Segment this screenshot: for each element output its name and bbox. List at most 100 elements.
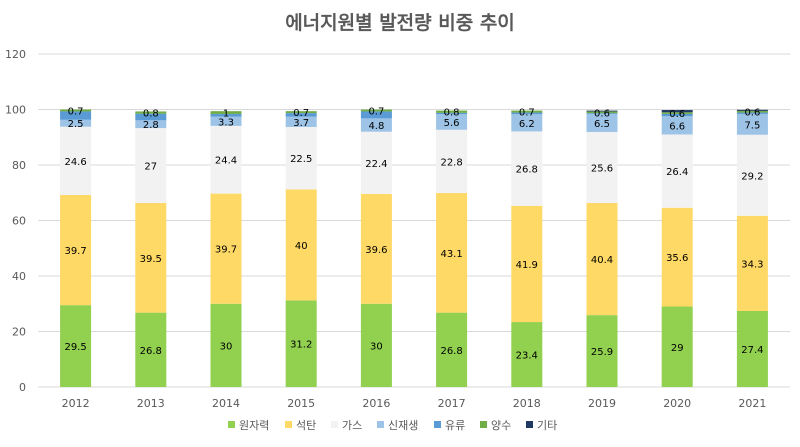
legend: 원자력 석탄 가스 신재생 유류 양수 기타 (228, 419, 557, 432)
bar-segment (210, 113, 242, 117)
bar-segment (60, 119, 92, 127)
legend-swatch (434, 421, 441, 428)
legend-label: 신재생 (388, 419, 418, 432)
data-label: 40 (295, 241, 308, 252)
bar-segment (436, 114, 468, 130)
bar-segment (511, 131, 543, 206)
data-label: 25.9 (591, 347, 613, 358)
legend-label: 기타 (537, 419, 557, 432)
data-label: 2.5 (68, 119, 84, 130)
bar-segment (360, 118, 392, 132)
bar-segment (60, 126, 92, 195)
bar-segment (736, 109, 768, 111)
bar-segment (135, 111, 167, 114)
data-label: 31.2 (290, 340, 312, 351)
bar-segment (736, 310, 768, 387)
bar-segment (436, 312, 468, 387)
bar-segment (60, 109, 92, 112)
data-label: 30 (370, 341, 383, 352)
bar-segment (135, 128, 167, 204)
x-tick-label: 2012 (62, 397, 90, 410)
data-label: 30 (220, 341, 233, 352)
x-tick-label: 2016 (362, 397, 390, 410)
bar-segment (661, 113, 693, 117)
y-tick-label: 80 (12, 159, 26, 172)
data-label: 29.5 (64, 342, 86, 353)
data-label: 6.5 (594, 119, 610, 130)
legend-swatch (331, 421, 338, 428)
bar-segment (436, 129, 468, 194)
bar-segment (360, 303, 392, 387)
data-label: 22.8 (440, 157, 462, 168)
y-tick-label: 120 (5, 48, 26, 61)
data-label: 5.6 (444, 118, 460, 129)
bar-segment (661, 112, 693, 114)
legend-swatch (285, 421, 292, 428)
bar-segment (135, 203, 167, 313)
data-label: 26.8 (440, 346, 462, 357)
data-label: 1 (223, 109, 229, 120)
x-tick-label: 2013 (137, 397, 165, 410)
legend-swatch (480, 421, 487, 428)
bar-segment (586, 203, 618, 316)
bar-segment (360, 111, 392, 119)
bar-segment (586, 113, 618, 132)
data-label: 27 (144, 162, 157, 173)
bar-segment (285, 111, 317, 114)
legend-label: 가스 (342, 419, 362, 432)
bar-segment (586, 113, 618, 114)
bar-layer (60, 109, 768, 387)
data-label: 39.5 (140, 254, 162, 265)
legend-label: 양수 (491, 419, 511, 432)
bar-segment (586, 131, 618, 204)
bar-segment (360, 193, 392, 304)
bar-segment (285, 113, 317, 117)
data-label: 3.3 (218, 117, 234, 128)
data-label: 0.6 (744, 108, 760, 119)
data-label: 26.4 (666, 167, 688, 178)
bar-segment (436, 112, 468, 115)
legend-label: 원자력 (239, 419, 269, 432)
data-label: 24.4 (215, 156, 237, 167)
data-label: 22.5 (290, 154, 312, 165)
data-label: 0.8 (143, 109, 159, 120)
bar-segment (511, 322, 543, 387)
chart-title: 에너지원별 발전량 비중 추이 (285, 12, 515, 34)
bar-segment (60, 194, 92, 306)
bar-segment (135, 312, 167, 387)
data-label: 39.6 (365, 245, 387, 256)
bar-segment (736, 134, 768, 216)
data-label: 24.6 (64, 157, 86, 168)
data-label: 41.9 (516, 260, 538, 271)
bar-segment (661, 134, 693, 208)
bar-segment (661, 306, 693, 387)
bar-segment (736, 113, 768, 135)
data-label: 27.4 (741, 345, 763, 356)
bar-segment (285, 300, 317, 387)
bar-segment (511, 114, 543, 132)
data-label: 2.8 (143, 120, 159, 131)
data-label: 29.2 (741, 171, 763, 182)
y-tick-label: 40 (12, 270, 26, 283)
data-label: 6.6 (669, 121, 685, 132)
data-label: 0.6 (594, 108, 610, 119)
data-label: 0.7 (519, 108, 535, 119)
data-label: 7.5 (744, 120, 760, 131)
bar-segment (285, 126, 317, 190)
data-label: 43.1 (440, 249, 462, 260)
bar-segment (360, 109, 392, 112)
bar-segment (210, 193, 242, 304)
data-label: 40.4 (591, 255, 613, 266)
data-label: 39.7 (64, 246, 86, 257)
y-tick-label: 60 (12, 215, 26, 228)
bar-segment (511, 112, 543, 115)
data-label: 0.6 (669, 109, 685, 120)
bar-segment (661, 116, 693, 135)
data-label: 26.8 (516, 165, 538, 176)
data-label: 0.7 (293, 108, 309, 119)
bar-segment (436, 193, 468, 313)
bar-segment (511, 110, 543, 113)
data-label: 23.4 (516, 351, 538, 362)
